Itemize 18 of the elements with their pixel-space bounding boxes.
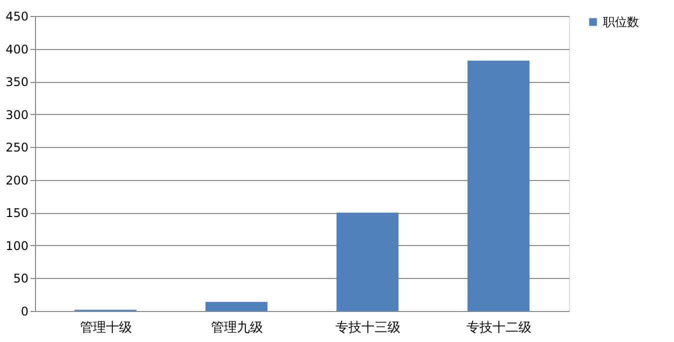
y-tick-label: 100 [6,238,28,253]
y-tick-label: 250 [6,140,28,155]
y-tick-label: 200 [6,173,28,188]
y-tick-label: 50 [13,272,28,286]
y-tick-label: 150 [6,206,28,220]
y-tick-label: 300 [6,108,28,122]
y-tick-label: 450 [6,10,28,24]
bar [206,302,268,311]
x-tick-label: 专技十二级 [466,320,532,336]
x-tick-label: 专技十三级 [336,320,400,336]
x-tick-label: 管理十级 [80,320,132,336]
y-tick-label: 0 [20,304,28,318]
legend-label: 职位数 [603,15,639,29]
bar [468,60,530,311]
y-tick-label: 350 [6,75,28,90]
bar [336,212,398,311]
y-tick-label: 400 [6,42,28,56]
x-tick-label: 管理九级 [211,320,263,336]
